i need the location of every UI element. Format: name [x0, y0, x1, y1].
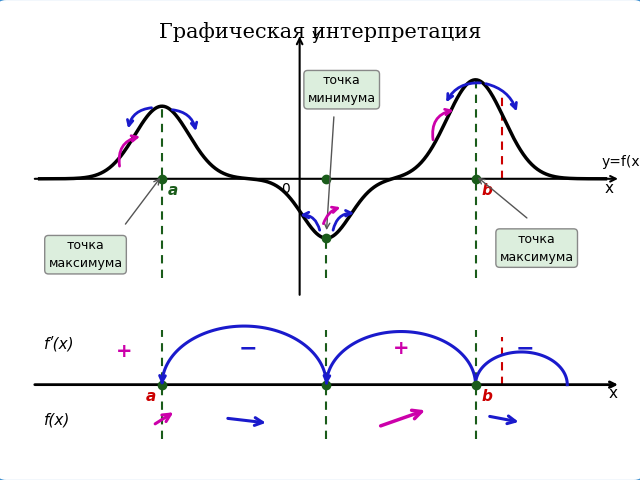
Text: b: b: [482, 183, 493, 198]
Text: точка
минимума: точка минимума: [308, 74, 376, 105]
Text: a: a: [167, 183, 177, 198]
Text: −: −: [239, 338, 257, 358]
Text: a: a: [146, 389, 156, 404]
Text: +: +: [115, 342, 132, 361]
Text: точка
максимума: точка максимума: [49, 239, 123, 270]
Text: Графическая интерпретация: Графическая интерпретация: [159, 22, 481, 42]
Text: b: b: [482, 389, 493, 404]
Text: x: x: [605, 181, 614, 196]
Text: f(x): f(x): [44, 413, 70, 428]
Text: точка
максимума: точка максимума: [500, 233, 573, 264]
Text: +: +: [393, 339, 409, 358]
Text: −: −: [516, 338, 534, 358]
Text: x: x: [609, 386, 618, 401]
Text: 0: 0: [282, 182, 291, 196]
Text: fʹ(x): fʹ(x): [44, 336, 74, 351]
Text: y=f(x): y=f(x): [602, 155, 640, 168]
Text: y: y: [311, 28, 320, 43]
